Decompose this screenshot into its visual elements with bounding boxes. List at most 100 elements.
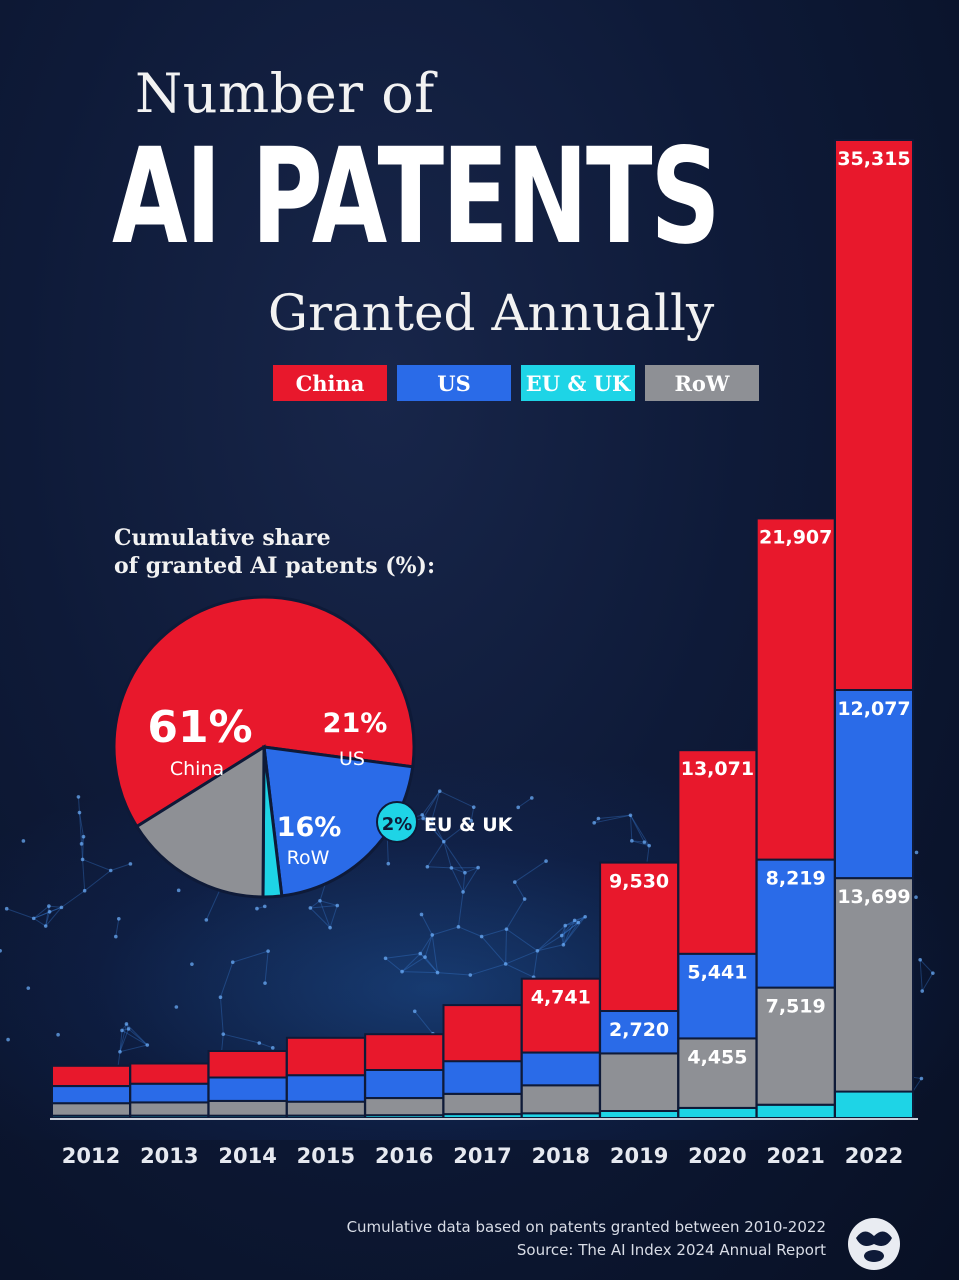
- pie-callout-eu-uk-bubble: [376, 801, 418, 843]
- network-node: [176, 888, 181, 893]
- network-link: [470, 963, 506, 976]
- bar-2015-us: [285, 1074, 366, 1103]
- network-link: [470, 807, 475, 821]
- footer-note: Cumulative data based on patents granted…: [346, 1218, 826, 1236]
- bar-2014-china: [207, 1050, 288, 1079]
- bar-2022-china: [834, 139, 914, 691]
- network-link: [562, 922, 579, 946]
- network-node: [423, 955, 427, 959]
- network-link: [443, 820, 472, 843]
- bar-2018-us: [520, 1051, 601, 1087]
- network-link: [514, 860, 547, 883]
- network-node: [630, 839, 634, 843]
- network-link: [82, 836, 85, 860]
- x-tick-label-2018: 2018: [532, 1144, 590, 1168]
- network-node: [430, 933, 435, 937]
- network-node: [430, 817, 434, 822]
- network-node: [47, 909, 52, 914]
- bar-2015-china: [285, 1036, 366, 1077]
- network-node: [383, 956, 388, 961]
- network-node: [513, 880, 517, 884]
- bar-2016-row: [364, 1097, 445, 1117]
- network-node: [308, 906, 313, 910]
- network-link: [220, 962, 234, 998]
- pie-heading-line-2: of granted AI patents (%):: [114, 553, 436, 579]
- bar-2018-row: [520, 1084, 601, 1115]
- bar-label-2019-us: 2,720: [609, 1019, 669, 1041]
- pie-label-row-value: 16%: [277, 812, 342, 843]
- bar-2022-eu-uk: [834, 1090, 914, 1119]
- network-link: [264, 951, 269, 984]
- network-link: [6, 908, 34, 919]
- network-link: [458, 926, 482, 937]
- pie-label-china-name: China: [170, 758, 224, 780]
- network-node: [522, 897, 527, 901]
- x-tick-label-2014: 2014: [218, 1144, 276, 1168]
- bar-2021-eu-uk: [755, 1103, 836, 1120]
- network-link: [45, 906, 50, 927]
- network-node: [435, 970, 440, 975]
- network-link: [431, 791, 441, 820]
- network-link: [82, 859, 111, 871]
- network-link: [426, 841, 445, 868]
- network-node: [476, 865, 480, 870]
- network-node: [471, 805, 476, 809]
- network-link: [598, 814, 631, 819]
- network-link: [119, 1044, 148, 1053]
- network-link: [419, 953, 438, 973]
- network-link: [33, 917, 46, 927]
- network-node: [469, 818, 473, 823]
- pie-slice-row: [134, 744, 266, 899]
- network-link: [561, 922, 579, 936]
- network-link: [45, 911, 51, 927]
- network-link: [33, 905, 50, 919]
- pie-heading-line-1: Cumulative share: [114, 525, 331, 551]
- bar-label-2018-china: 4,741: [531, 987, 591, 1009]
- network-link: [537, 944, 564, 952]
- network-link: [33, 911, 50, 919]
- bar-2022-row: [834, 877, 914, 1093]
- bar-2012-us: [51, 1085, 131, 1105]
- network-link: [561, 920, 576, 936]
- network-node: [255, 906, 259, 911]
- network-link: [310, 905, 338, 909]
- network-link: [33, 906, 62, 919]
- network-node: [230, 960, 235, 965]
- network-link: [49, 906, 62, 913]
- pie-label-row-name: RoW: [287, 847, 330, 869]
- network-link: [630, 815, 650, 846]
- network-node: [918, 957, 922, 962]
- network-link: [514, 881, 526, 900]
- network-node: [576, 920, 581, 925]
- bar-label-2021-china: 21,907: [759, 526, 832, 548]
- network-link: [464, 867, 479, 874]
- bar-2013-row: [129, 1101, 210, 1117]
- x-tick-label-2015: 2015: [297, 1144, 355, 1168]
- bar-2022-us: [834, 689, 914, 880]
- network-link: [533, 950, 538, 978]
- network-node: [647, 843, 651, 848]
- network-link: [223, 1033, 260, 1044]
- network-link: [84, 870, 112, 892]
- network-node: [59, 905, 64, 910]
- network-link: [506, 928, 538, 952]
- network-node: [47, 904, 51, 908]
- network-link: [115, 918, 120, 937]
- bar-2015-row: [285, 1100, 366, 1117]
- pie-heading: Cumulative share of granted AI patents (…: [114, 524, 435, 580]
- network-node: [56, 1032, 60, 1037]
- network-node: [263, 981, 267, 985]
- network-link: [517, 797, 533, 808]
- network-link: [481, 928, 507, 938]
- network-link: [457, 891, 464, 927]
- bar-2017-us: [442, 1060, 523, 1095]
- x-tick-label-2021: 2021: [766, 1144, 824, 1168]
- network-node: [318, 898, 322, 903]
- network-node: [441, 839, 446, 844]
- network-node: [628, 813, 633, 818]
- network-link: [427, 866, 452, 869]
- network-node: [26, 986, 31, 990]
- network-link: [45, 907, 62, 927]
